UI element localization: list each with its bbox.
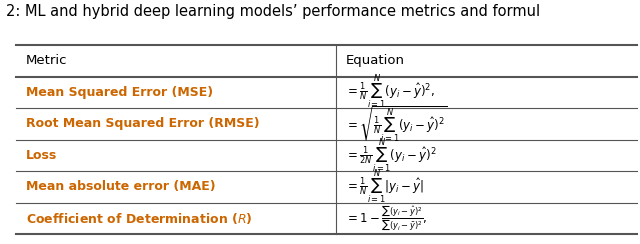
Text: $=\frac{1}{2N}\sum_{i=1}^{N}(y_i-\hat{y})^2$: $=\frac{1}{2N}\sum_{i=1}^{N}(y_i-\hat{y}… xyxy=(346,136,437,174)
Text: $=1-\frac{\sum(y_i-\hat{y})^2}{\sum(y_i-\bar{y})^2},$: $=1-\frac{\sum(y_i-\hat{y})^2}{\sum(y_i-… xyxy=(346,204,428,233)
Text: $=\frac{1}{N}\sum_{i=1}^{N}|y_i-\hat{y}|$: $=\frac{1}{N}\sum_{i=1}^{N}|y_i-\hat{y}|… xyxy=(346,168,424,206)
Text: Mean absolute error (MAE): Mean absolute error (MAE) xyxy=(26,181,215,193)
Text: Coefficient of Determination ($R$): Coefficient of Determination ($R$) xyxy=(26,211,252,226)
Text: Equation: Equation xyxy=(346,54,404,67)
Text: 2: ML and hybrid deep learning models’ performance metrics and formul: 2: ML and hybrid deep learning models’ p… xyxy=(6,4,541,19)
Text: Mean Squared Error (MSE): Mean Squared Error (MSE) xyxy=(26,86,212,99)
Text: Root Mean Squared Error (RMSE): Root Mean Squared Error (RMSE) xyxy=(26,117,259,131)
Text: Loss: Loss xyxy=(26,149,57,162)
Text: $=\sqrt{\frac{1}{N}\sum_{i=1}^{N}(y_i-\hat{y})^2}$: $=\sqrt{\frac{1}{N}\sum_{i=1}^{N}(y_i-\h… xyxy=(346,104,448,143)
Text: $=\frac{1}{N}\sum_{i=1}^{N}(y_i-\hat{y})^2,$: $=\frac{1}{N}\sum_{i=1}^{N}(y_i-\hat{y})… xyxy=(346,73,435,112)
Text: Metric: Metric xyxy=(26,54,67,67)
